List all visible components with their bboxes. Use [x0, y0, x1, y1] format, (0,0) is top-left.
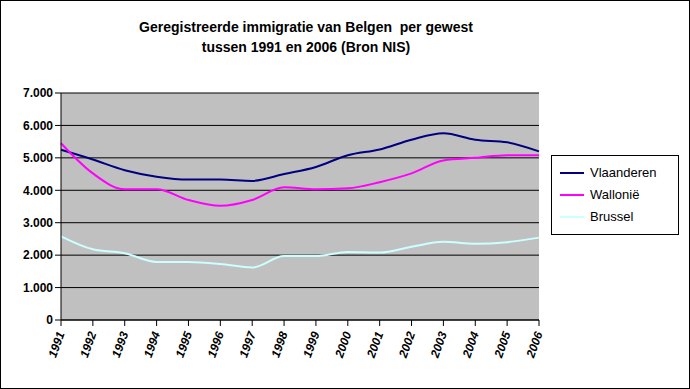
- svg-text:1992: 1992: [77, 329, 99, 359]
- svg-text:0: 0: [46, 313, 53, 327]
- svg-text:1991: 1991: [45, 329, 67, 359]
- svg-text:1.000: 1.000: [23, 281, 53, 295]
- svg-text:1993: 1993: [109, 329, 131, 359]
- html-text:Brussel: Brussel: [590, 209, 634, 224]
- svg-text:3.000: 3.000: [23, 216, 53, 230]
- svg-text:2005: 2005: [491, 329, 514, 360]
- svg-text:1995: 1995: [173, 329, 195, 359]
- svg-text:1999: 1999: [300, 329, 322, 359]
- html-text:Geregistreerde immigratie van: Geregistreerde immigratie van Belgen per…: [139, 19, 473, 35]
- html-text:Wallonië: Wallonië: [590, 187, 640, 202]
- html-text:tussen 1991 en 2006 (Bron NIS): tussen 1991 en 2006 (Bron NIS): [201, 39, 411, 55]
- svg-text:5.000: 5.000: [23, 151, 53, 165]
- svg-text:6.000: 6.000: [23, 119, 53, 133]
- svg-text:1996: 1996: [205, 329, 227, 359]
- svg-text:2.000: 2.000: [23, 248, 53, 262]
- svg-text:7.000: 7.000: [23, 86, 53, 100]
- svg-text:1998: 1998: [268, 329, 290, 359]
- svg-text:2004: 2004: [459, 329, 482, 360]
- html-text:Vlaanderen: Vlaanderen: [590, 165, 657, 180]
- svg-text:2002: 2002: [395, 329, 418, 360]
- svg-text:2003: 2003: [427, 329, 450, 360]
- svg-text:2001: 2001: [364, 329, 387, 360]
- svg-text:1997: 1997: [236, 328, 259, 359]
- svg-text:2000: 2000: [332, 329, 355, 360]
- svg-text:2006: 2006: [523, 329, 546, 360]
- svg-text:1994: 1994: [141, 329, 163, 359]
- svg-text:4.000: 4.000: [23, 184, 53, 198]
